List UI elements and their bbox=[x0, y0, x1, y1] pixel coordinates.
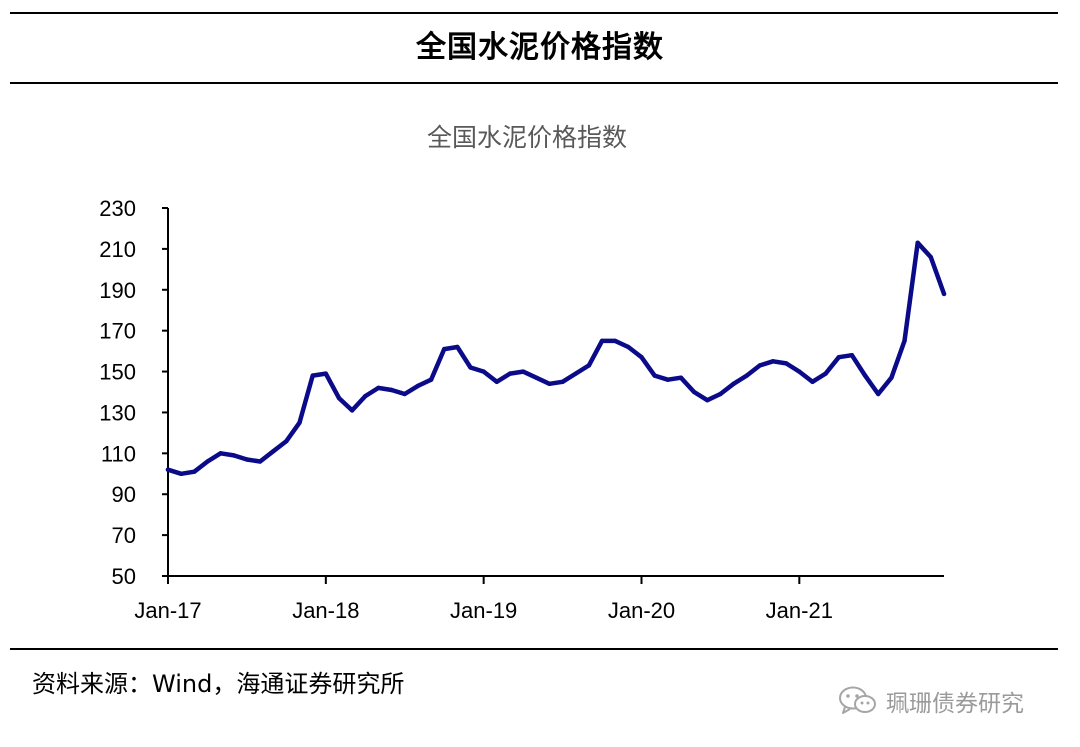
data-point bbox=[165, 467, 171, 472]
y-tick-label: 170 bbox=[99, 319, 136, 344]
x-tick-label: Jan-19 bbox=[450, 598, 517, 623]
x-tick-label: Jan-17 bbox=[134, 598, 201, 623]
data-point bbox=[770, 359, 776, 364]
data-point bbox=[586, 363, 592, 368]
x-tick-label: Jan-20 bbox=[608, 598, 675, 623]
data-point bbox=[823, 371, 828, 376]
data-point bbox=[336, 395, 342, 401]
data-point bbox=[310, 373, 315, 378]
watermark: 珮珊债券研究 bbox=[838, 684, 1024, 718]
data-point bbox=[836, 355, 841, 360]
data-point bbox=[284, 438, 289, 444]
data-point bbox=[731, 381, 736, 386]
chart-title: 全国水泥价格指数 bbox=[427, 123, 627, 152]
data-point bbox=[810, 379, 815, 384]
data-point bbox=[323, 371, 328, 376]
data-point bbox=[520, 369, 526, 374]
data-point bbox=[376, 385, 381, 391]
data-point bbox=[757, 363, 763, 368]
data-point bbox=[297, 420, 302, 425]
data-point bbox=[626, 344, 631, 350]
y-tick-label: 50 bbox=[112, 564, 136, 589]
data-point bbox=[678, 375, 684, 380]
data-point bbox=[363, 393, 368, 399]
data-point bbox=[902, 338, 907, 344]
y-tick-label: 130 bbox=[99, 400, 136, 425]
data-point bbox=[481, 369, 486, 374]
data-point bbox=[494, 379, 499, 384]
y-tick-label: 70 bbox=[112, 523, 136, 548]
data-point bbox=[665, 377, 670, 382]
data-point bbox=[652, 373, 657, 378]
data-point bbox=[415, 383, 421, 389]
data-point bbox=[507, 371, 513, 376]
data-point bbox=[797, 369, 802, 374]
data-point bbox=[192, 469, 197, 474]
data-point bbox=[941, 291, 947, 297]
page-title: 全国水泥价格指数 bbox=[416, 30, 664, 65]
y-tick-label: 230 bbox=[99, 196, 136, 221]
top-rule bbox=[10, 12, 1058, 14]
y-tick-label: 190 bbox=[99, 278, 136, 303]
data-point bbox=[889, 375, 894, 380]
data-point bbox=[402, 391, 407, 397]
data-point bbox=[639, 355, 644, 360]
data-point bbox=[560, 379, 565, 384]
watermark-text: 珮珊债券研究 bbox=[886, 691, 1024, 717]
data-point bbox=[534, 375, 539, 380]
data-point bbox=[244, 457, 250, 462]
y-axis-ticks: 50 70 90 110 130 150 170 190 210 230 bbox=[99, 196, 168, 589]
y-tick-label: 210 bbox=[99, 237, 136, 262]
data-point bbox=[205, 459, 210, 464]
data-point bbox=[179, 471, 184, 476]
data-point bbox=[718, 391, 723, 397]
data-point bbox=[428, 377, 434, 382]
data-point bbox=[547, 381, 552, 386]
data-point bbox=[784, 361, 789, 366]
x-axis-ticks: Jan-17 Jan-18 Jan-19 Jan-20 Jan-21 bbox=[134, 576, 833, 623]
series-points bbox=[165, 240, 947, 476]
data-point bbox=[218, 451, 223, 456]
y-tick-label: 110 bbox=[101, 441, 136, 466]
data-point bbox=[231, 453, 236, 458]
source-note: 资料来源：Wind，海通证券研究所 bbox=[32, 670, 405, 698]
data-point bbox=[876, 391, 881, 397]
data-point bbox=[599, 338, 605, 344]
data-point bbox=[389, 387, 394, 393]
data-point bbox=[849, 353, 855, 358]
data-point bbox=[744, 373, 749, 378]
title-rule bbox=[10, 82, 1058, 84]
y-tick-label: 90 bbox=[112, 482, 136, 507]
data-point bbox=[691, 389, 697, 395]
data-point bbox=[468, 365, 473, 370]
data-point bbox=[349, 408, 355, 413]
wechat-icon bbox=[839, 686, 876, 714]
data-point bbox=[442, 346, 447, 352]
x-tick-label: Jan-18 bbox=[292, 598, 359, 623]
data-point bbox=[915, 240, 920, 245]
data-point bbox=[455, 344, 460, 350]
data-point bbox=[573, 371, 578, 376]
y-tick-label: 150 bbox=[99, 360, 136, 385]
data-point bbox=[862, 373, 868, 378]
data-point bbox=[613, 338, 618, 344]
x-tick-label: Jan-21 bbox=[766, 598, 833, 623]
data-point bbox=[271, 449, 276, 454]
data-point bbox=[257, 459, 263, 464]
data-point bbox=[928, 254, 933, 260]
data-point bbox=[705, 398, 710, 403]
bottom-rule bbox=[10, 648, 1058, 650]
line-chart: 全国水泥价格指数 50 70 90 110 130 150 170 190 210 230 Jan… bbox=[99, 123, 947, 623]
series-line bbox=[165, 240, 947, 477]
